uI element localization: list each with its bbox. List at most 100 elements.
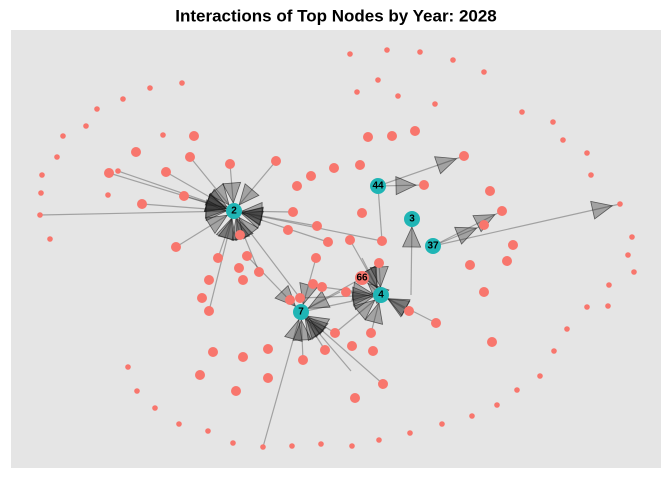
node [487,337,497,347]
node [171,242,181,252]
node [306,171,316,181]
node [260,444,266,450]
title: Interactions of Top Nodes by Year: 2028 [175,7,497,26]
node [481,69,487,75]
node [47,236,53,242]
node [564,326,570,332]
arrowhead [307,290,331,309]
node-label: 7 [298,307,304,318]
node [629,234,635,240]
edge [300,311,384,385]
node [161,167,171,177]
edge [432,210,503,247]
node [459,151,469,161]
node-label: 66 [356,273,368,284]
node [312,221,322,231]
edge [233,210,329,243]
node [494,402,500,408]
node [355,160,365,170]
node [550,119,556,125]
node [419,180,429,190]
edge [233,160,277,212]
node [231,386,241,396]
node [104,168,114,178]
node-label: 4 [378,290,384,301]
arrowhead [454,226,478,245]
node [417,49,423,55]
node [94,106,100,112]
node [323,237,333,247]
node [134,388,140,394]
node [195,370,205,380]
node [317,282,327,292]
node [189,131,199,141]
arrowhead [402,226,422,248]
node-label: 37 [427,241,439,252]
node [289,443,295,449]
node [465,260,475,270]
node [311,253,321,263]
node [318,441,324,447]
arrowhead [351,291,375,311]
arrowhead [590,200,614,220]
edge [189,156,235,212]
node [366,328,376,338]
node [384,47,390,53]
node [254,267,264,277]
node [584,304,590,310]
arrowhead [364,301,384,325]
arrowhead [204,199,227,219]
arrowhead [395,176,417,196]
node [242,251,252,261]
node [387,131,397,141]
node [479,287,489,297]
edge [432,224,485,247]
node [292,181,302,191]
node [288,207,298,217]
node-label: 3 [409,214,415,225]
node [514,387,520,393]
node [295,293,305,303]
node [349,443,355,449]
arrowhead [292,319,312,341]
node [271,156,281,166]
arrowhead [240,207,264,227]
node [208,347,218,357]
edge [39,210,235,216]
arrows [204,156,614,342]
node [341,287,351,297]
node [485,186,495,196]
labeled-node [373,287,389,303]
arrowhead [306,315,331,336]
node [432,101,438,107]
node [234,263,244,273]
labeled-node [370,178,386,194]
node [60,133,66,139]
node [179,191,189,201]
node [115,168,121,174]
node [469,413,475,419]
node [263,344,273,354]
node [350,393,360,403]
arrowhead [238,183,260,206]
node [450,57,456,63]
node [354,89,360,95]
arrowhead [304,317,325,342]
node [404,306,414,316]
node [377,236,387,246]
node [625,252,631,258]
node [357,208,367,218]
nodes [37,47,637,450]
node [329,163,339,173]
edge [175,210,235,248]
edge [432,203,621,247]
labeled-nodes: 2 44 3 37 66 4 7 [226,178,441,320]
node [479,220,489,230]
node [363,132,373,142]
node [439,421,445,427]
node [584,150,590,156]
node [368,346,378,356]
node [560,137,566,143]
labeled-node [293,304,309,320]
node [537,373,543,379]
